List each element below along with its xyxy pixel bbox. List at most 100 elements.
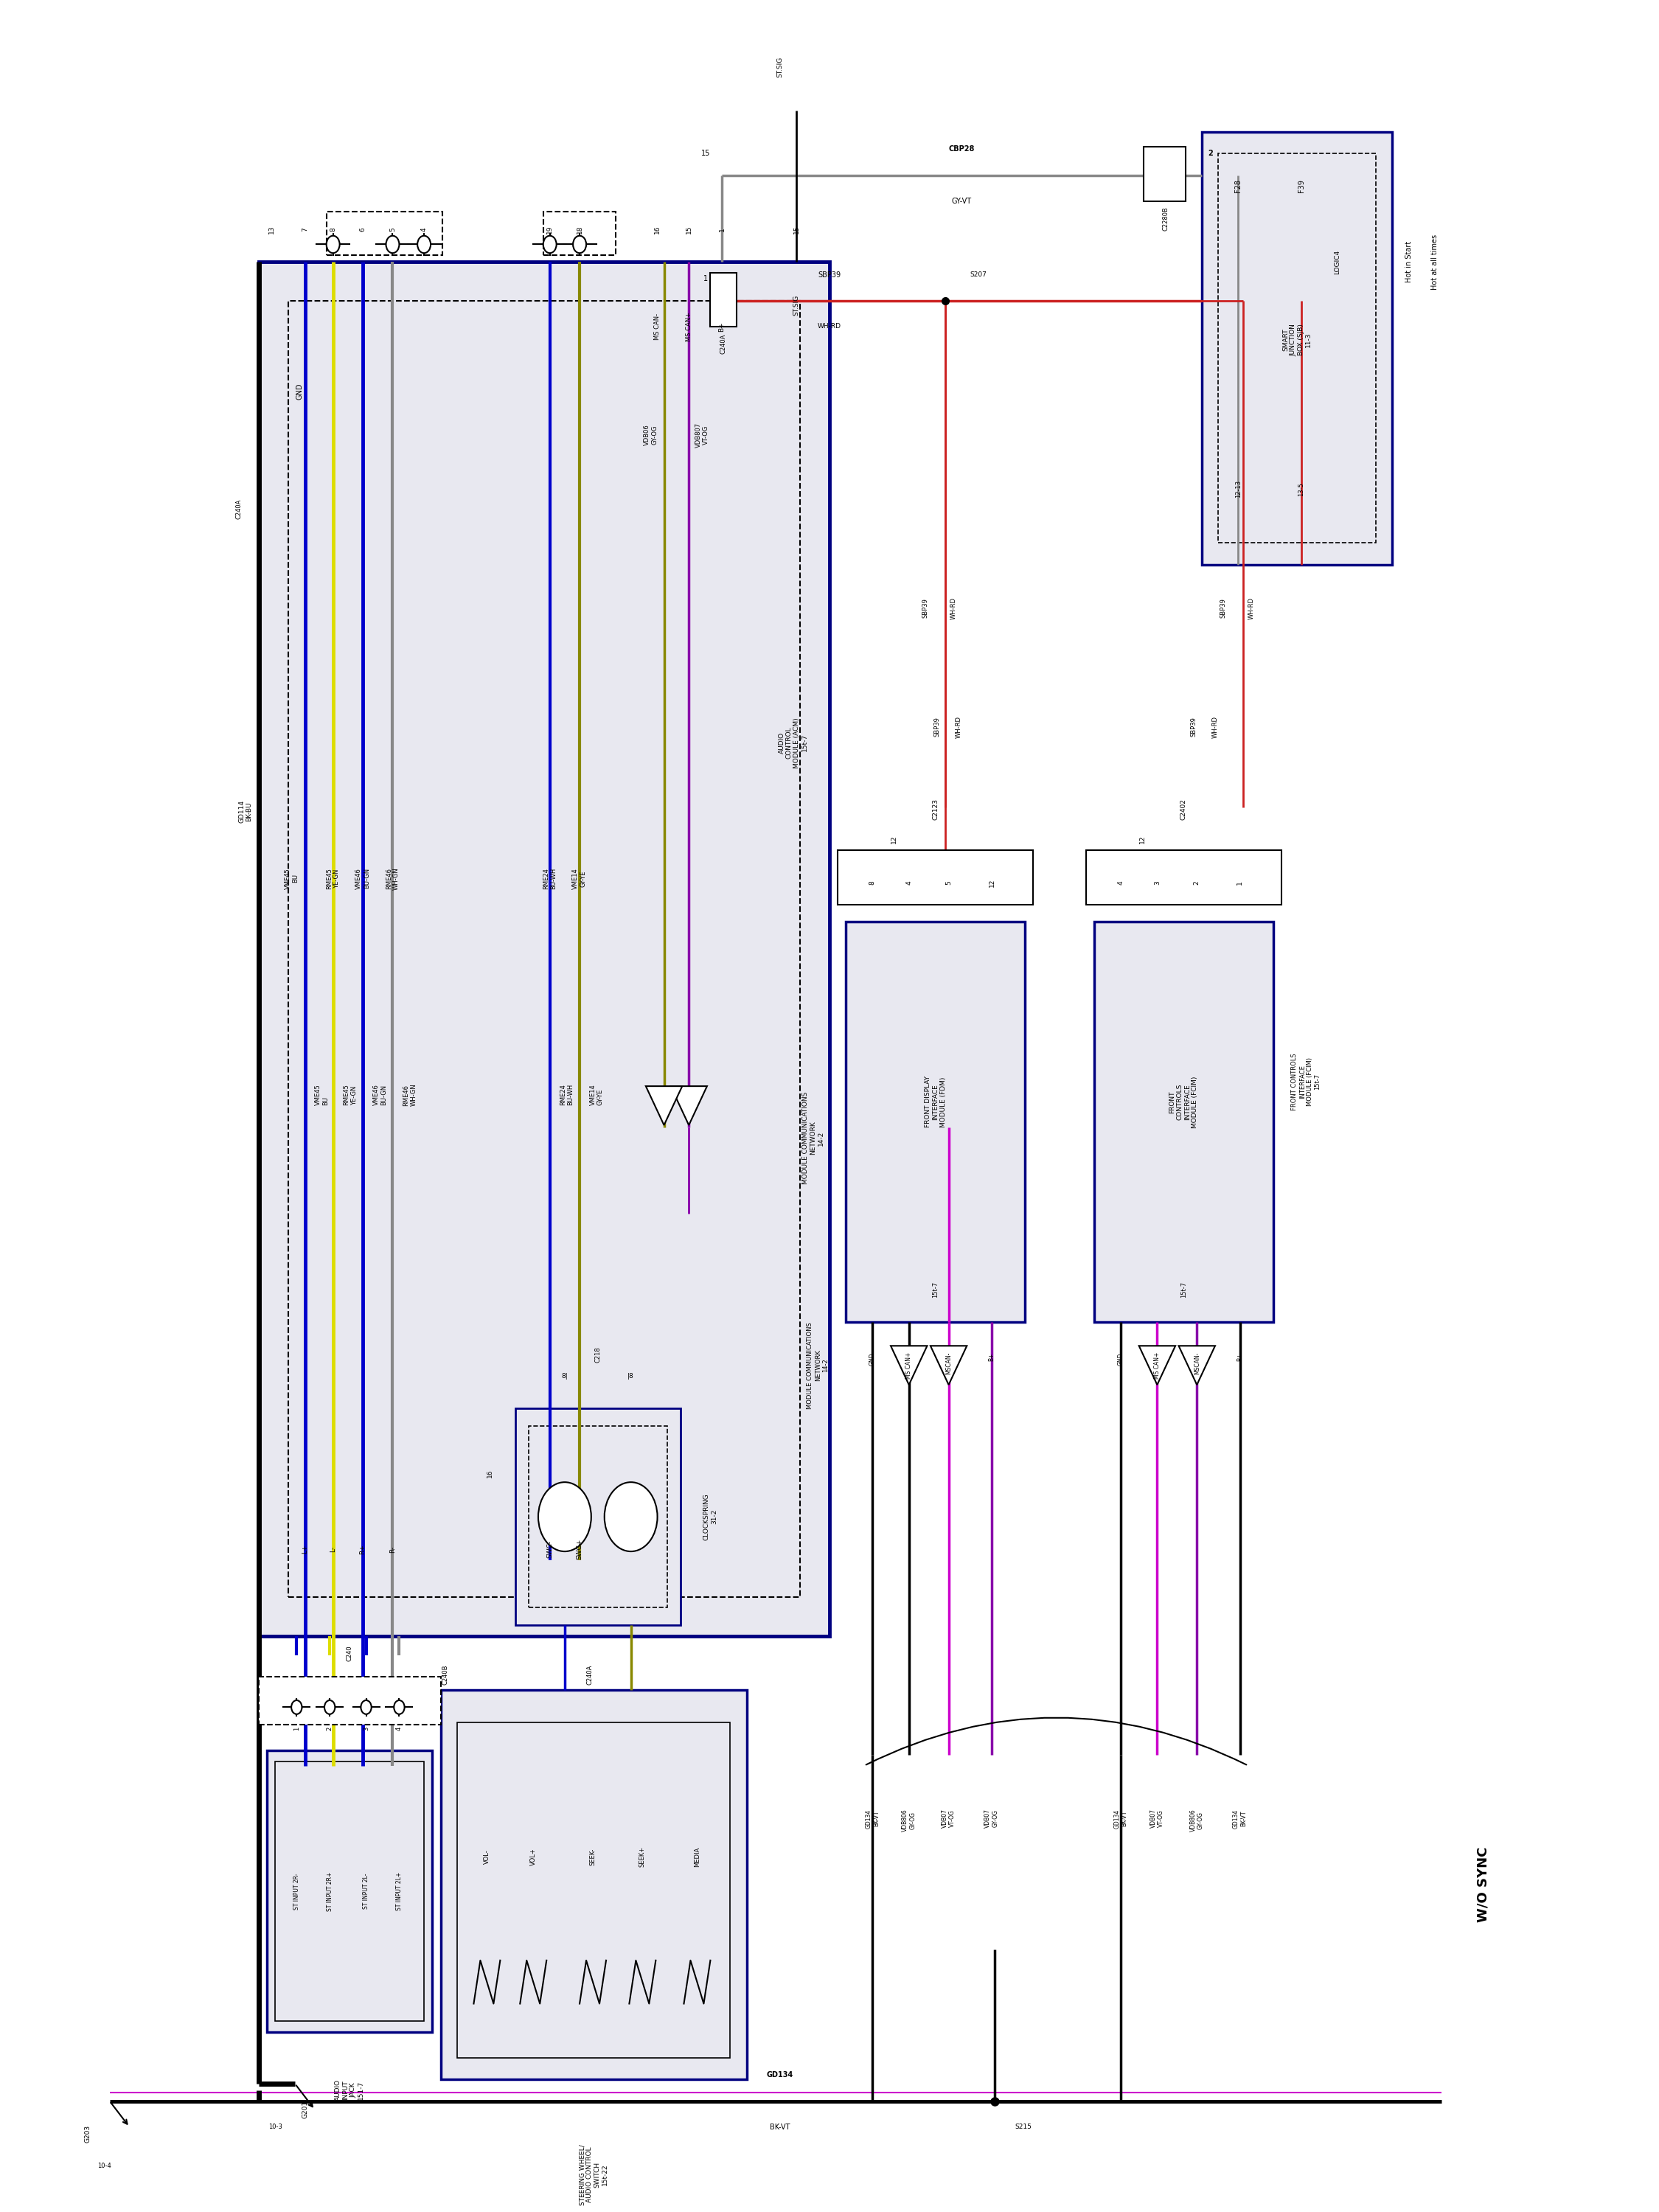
Text: Hot in Start: Hot in Start bbox=[1405, 241, 1412, 283]
Text: S207: S207 bbox=[971, 272, 987, 279]
Text: WH-RD: WH-RD bbox=[951, 597, 957, 619]
Text: SWC+: SWC+ bbox=[576, 1540, 582, 1559]
Text: VME46
BU-GN: VME46 BU-GN bbox=[355, 867, 370, 889]
Text: 12: 12 bbox=[891, 836, 898, 843]
Text: WH-RD: WH-RD bbox=[1248, 597, 1254, 619]
Text: GD134: GD134 bbox=[766, 2070, 793, 2079]
Bar bbox=[1145, 146, 1185, 201]
Text: SWC-: SWC- bbox=[546, 1540, 552, 1557]
Text: MS CAN+: MS CAN+ bbox=[906, 1352, 912, 1378]
Bar bbox=[259, 1677, 441, 1725]
Text: SBP39: SBP39 bbox=[1219, 597, 1226, 617]
Text: C240A: C240A bbox=[236, 500, 242, 520]
Text: C240B: C240B bbox=[443, 1666, 450, 1686]
Text: CBP28: CBP28 bbox=[949, 146, 975, 153]
Bar bbox=[1095, 922, 1272, 1323]
Text: 1: 1 bbox=[718, 228, 725, 232]
Text: RME24
BU-WH: RME24 BU-WH bbox=[542, 867, 557, 889]
Text: WH-RD: WH-RD bbox=[818, 323, 841, 330]
Text: G201: G201 bbox=[302, 2101, 309, 2119]
Text: 15: 15 bbox=[793, 226, 800, 234]
Text: MS CAN+: MS CAN+ bbox=[685, 312, 692, 341]
Text: FRONT CONTROLS
INTERFACE
MODULE (FCIM)
15t-7: FRONT CONTROLS INTERFACE MODULE (FCIM) 1… bbox=[1291, 1053, 1321, 1110]
Text: GD134
BK-VT: GD134 BK-VT bbox=[1113, 1809, 1128, 1829]
Text: 16: 16 bbox=[654, 226, 660, 234]
Text: 19: 19 bbox=[546, 226, 552, 234]
Text: GND: GND bbox=[869, 1352, 876, 1365]
Text: GY-VT: GY-VT bbox=[952, 197, 972, 206]
Polygon shape bbox=[931, 1345, 967, 1385]
Text: 8|: 8| bbox=[561, 1374, 567, 1380]
Circle shape bbox=[572, 237, 586, 252]
Text: 7: 7 bbox=[302, 228, 309, 232]
Polygon shape bbox=[1140, 1345, 1175, 1385]
Text: VDB806
GY-OG: VDB806 GY-OG bbox=[902, 1809, 916, 1832]
Text: 16: 16 bbox=[488, 1469, 494, 1478]
Text: 2: 2 bbox=[327, 1728, 333, 1730]
Text: AUDIO
INPUT
JACK
151-7: AUDIO INPUT JACK 151-7 bbox=[335, 2079, 365, 2101]
Text: C218: C218 bbox=[594, 1347, 601, 1363]
Text: VDB07
GY-OG: VDB07 GY-OG bbox=[984, 1809, 999, 1827]
Text: S215: S215 bbox=[1015, 2124, 1032, 2130]
Text: 1: 1 bbox=[294, 1728, 300, 1730]
Text: VOL+: VOL+ bbox=[529, 1847, 536, 1865]
Text: VME14
GY-YE: VME14 GY-YE bbox=[589, 1084, 604, 1106]
Circle shape bbox=[538, 1482, 591, 1551]
Text: VDB07
VT-OG: VDB07 VT-OG bbox=[942, 1809, 956, 1827]
Text: STEERING WHEEL/
AUDIO CONTROL
SWITCH
15t-22: STEERING WHEEL/ AUDIO CONTROL SWITCH 15t… bbox=[579, 2143, 609, 2205]
Bar bbox=[441, 1690, 747, 2079]
Text: 3: 3 bbox=[363, 1728, 370, 1730]
Text: 12: 12 bbox=[1140, 836, 1146, 843]
Text: GND: GND bbox=[1118, 1352, 1125, 1365]
Text: ST.SIG: ST.SIG bbox=[776, 58, 783, 77]
Text: Hot at all times: Hot at all times bbox=[1432, 234, 1438, 290]
Text: 13-5: 13-5 bbox=[1297, 482, 1304, 495]
Text: SBP39: SBP39 bbox=[1190, 717, 1196, 737]
Polygon shape bbox=[645, 1086, 682, 1126]
Text: W/O SYNC: W/O SYNC bbox=[1477, 1847, 1490, 1922]
Text: B+: B+ bbox=[718, 321, 725, 332]
Text: VME45
BU: VME45 BU bbox=[315, 1084, 328, 1106]
Text: RME46
WH-GN: RME46 WH-GN bbox=[403, 1084, 416, 1106]
Bar bbox=[528, 1427, 667, 1608]
Text: 13: 13 bbox=[269, 226, 275, 234]
Circle shape bbox=[387, 237, 400, 252]
Text: 15: 15 bbox=[700, 150, 710, 157]
Text: MEDIA: MEDIA bbox=[693, 1847, 700, 1867]
Text: SEEK+: SEEK+ bbox=[639, 1847, 645, 1867]
Bar bbox=[1087, 849, 1281, 905]
Text: RME24
BU-WH: RME24 BU-WH bbox=[559, 1084, 574, 1106]
Text: ST INPUT 2L+: ST INPUT 2L+ bbox=[397, 1871, 403, 1911]
Text: 15t-7: 15t-7 bbox=[1180, 1281, 1186, 1298]
Circle shape bbox=[360, 1701, 372, 1714]
Polygon shape bbox=[1178, 1345, 1214, 1385]
Text: WH-RD: WH-RD bbox=[1211, 717, 1218, 739]
Text: 3: 3 bbox=[1155, 880, 1161, 885]
Text: 4: 4 bbox=[1118, 880, 1125, 885]
Text: 8: 8 bbox=[869, 880, 876, 885]
Circle shape bbox=[327, 237, 340, 252]
Text: FRONT DISPLAY
INTERFACE
MODULE (FDM): FRONT DISPLAY INTERFACE MODULE (FDM) bbox=[924, 1075, 946, 1128]
Text: C240: C240 bbox=[347, 1646, 353, 1661]
Text: 12: 12 bbox=[989, 878, 995, 887]
Text: 1: 1 bbox=[1236, 880, 1243, 885]
Text: 4: 4 bbox=[421, 228, 428, 232]
Bar bbox=[1201, 133, 1392, 564]
Circle shape bbox=[542, 237, 556, 252]
Bar bbox=[514, 1409, 680, 1626]
Text: C240A: C240A bbox=[586, 1666, 592, 1686]
Text: BK-VT: BK-VT bbox=[770, 2124, 790, 2130]
Text: GD134
BK-VT: GD134 BK-VT bbox=[1233, 1809, 1248, 1829]
Text: 18: 18 bbox=[576, 226, 582, 234]
Polygon shape bbox=[891, 1345, 927, 1385]
Text: B+: B+ bbox=[989, 1352, 995, 1360]
Text: GND: GND bbox=[297, 383, 304, 400]
Text: CLOCKSPRING
31-2: CLOCKSPRING 31-2 bbox=[703, 1493, 717, 1540]
Bar bbox=[327, 212, 443, 254]
Bar bbox=[259, 261, 830, 1637]
Text: MSCAN-: MSCAN- bbox=[946, 1352, 952, 1374]
Text: MS CAN-: MS CAN- bbox=[654, 314, 660, 341]
Text: 12-13: 12-13 bbox=[1234, 480, 1241, 498]
Text: R-: R- bbox=[390, 1546, 397, 1553]
Text: F39: F39 bbox=[1297, 179, 1306, 192]
